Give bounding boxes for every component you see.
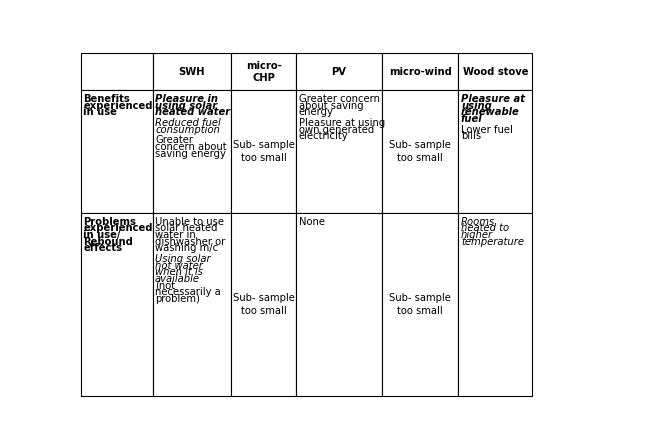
Bar xyxy=(232,213,296,396)
Text: bills: bills xyxy=(461,131,481,141)
Text: consumption: consumption xyxy=(155,125,220,134)
Text: experienced: experienced xyxy=(83,223,153,233)
Text: hot water: hot water xyxy=(155,261,203,271)
Text: dishwasher or: dishwasher or xyxy=(155,237,225,247)
Text: micro-wind: micro-wind xyxy=(389,67,452,77)
Text: electricity: electricity xyxy=(299,131,349,141)
Text: micro-
CHP: micro- CHP xyxy=(246,61,282,83)
Text: Reduced fuel: Reduced fuel xyxy=(155,118,221,128)
Text: experienced: experienced xyxy=(83,101,153,110)
Text: Sub- sample
too small: Sub- sample too small xyxy=(389,293,451,316)
Text: Problems: Problems xyxy=(83,217,137,227)
Text: higher: higher xyxy=(461,230,493,240)
Text: fuel: fuel xyxy=(461,114,483,124)
Text: energy: energy xyxy=(299,107,334,117)
Text: Benefits: Benefits xyxy=(83,94,130,104)
Text: Sub- sample
too small: Sub- sample too small xyxy=(389,140,451,163)
Text: None: None xyxy=(299,217,325,227)
Text: Greater: Greater xyxy=(155,135,193,145)
Text: solar heated: solar heated xyxy=(155,223,217,233)
Bar xyxy=(81,213,153,396)
Text: Pleasure at using: Pleasure at using xyxy=(299,118,385,128)
Bar xyxy=(81,53,153,90)
Bar xyxy=(153,90,232,213)
Text: PV: PV xyxy=(332,67,347,77)
Text: temperature: temperature xyxy=(461,237,524,247)
Bar xyxy=(81,90,153,213)
Text: Pleasure in: Pleasure in xyxy=(155,94,218,104)
Text: using: using xyxy=(461,101,492,110)
Bar xyxy=(382,90,459,213)
Text: Greater concern: Greater concern xyxy=(299,94,380,104)
Text: Sub- sample
too small: Sub- sample too small xyxy=(233,293,295,316)
Bar xyxy=(232,90,296,213)
Text: Lower fuel: Lower fuel xyxy=(461,125,513,134)
Bar xyxy=(382,213,459,396)
Text: SWH: SWH xyxy=(179,67,205,77)
Text: Sub- sample
too small: Sub- sample too small xyxy=(233,140,295,163)
Text: saving energy: saving energy xyxy=(155,149,226,158)
Text: using solar: using solar xyxy=(155,101,217,110)
Text: Unable to use: Unable to use xyxy=(155,217,224,227)
Text: (not: (not xyxy=(155,281,175,291)
Bar xyxy=(459,213,532,396)
Bar xyxy=(459,90,532,213)
Text: Using solar: Using solar xyxy=(155,254,211,264)
Text: Rebound: Rebound xyxy=(83,237,133,247)
Text: available: available xyxy=(155,274,200,284)
Text: in use/: in use/ xyxy=(83,230,121,240)
Bar xyxy=(382,53,459,90)
Bar xyxy=(296,90,382,213)
Bar xyxy=(153,53,232,90)
Bar xyxy=(296,213,382,396)
Text: water in: water in xyxy=(155,230,196,240)
Text: renewable: renewable xyxy=(461,107,520,117)
Bar xyxy=(459,53,532,90)
Text: heated water: heated water xyxy=(155,107,230,117)
Text: concern about: concern about xyxy=(155,142,226,152)
Text: Rooms: Rooms xyxy=(461,217,495,227)
Text: Wood stove: Wood stove xyxy=(463,67,528,77)
Text: effects: effects xyxy=(83,243,122,253)
Text: washing m/c: washing m/c xyxy=(155,243,218,253)
Text: necessarily a: necessarily a xyxy=(155,287,221,297)
Bar xyxy=(296,53,382,90)
Text: Pleasure at: Pleasure at xyxy=(461,94,525,104)
Text: problem): problem) xyxy=(155,294,200,304)
Bar xyxy=(232,53,296,90)
Text: heated to: heated to xyxy=(461,223,509,233)
Text: about saving: about saving xyxy=(299,101,364,110)
Text: when it is: when it is xyxy=(155,267,203,277)
Text: in use: in use xyxy=(83,107,117,117)
Text: own generated: own generated xyxy=(299,125,374,134)
Bar xyxy=(153,213,232,396)
